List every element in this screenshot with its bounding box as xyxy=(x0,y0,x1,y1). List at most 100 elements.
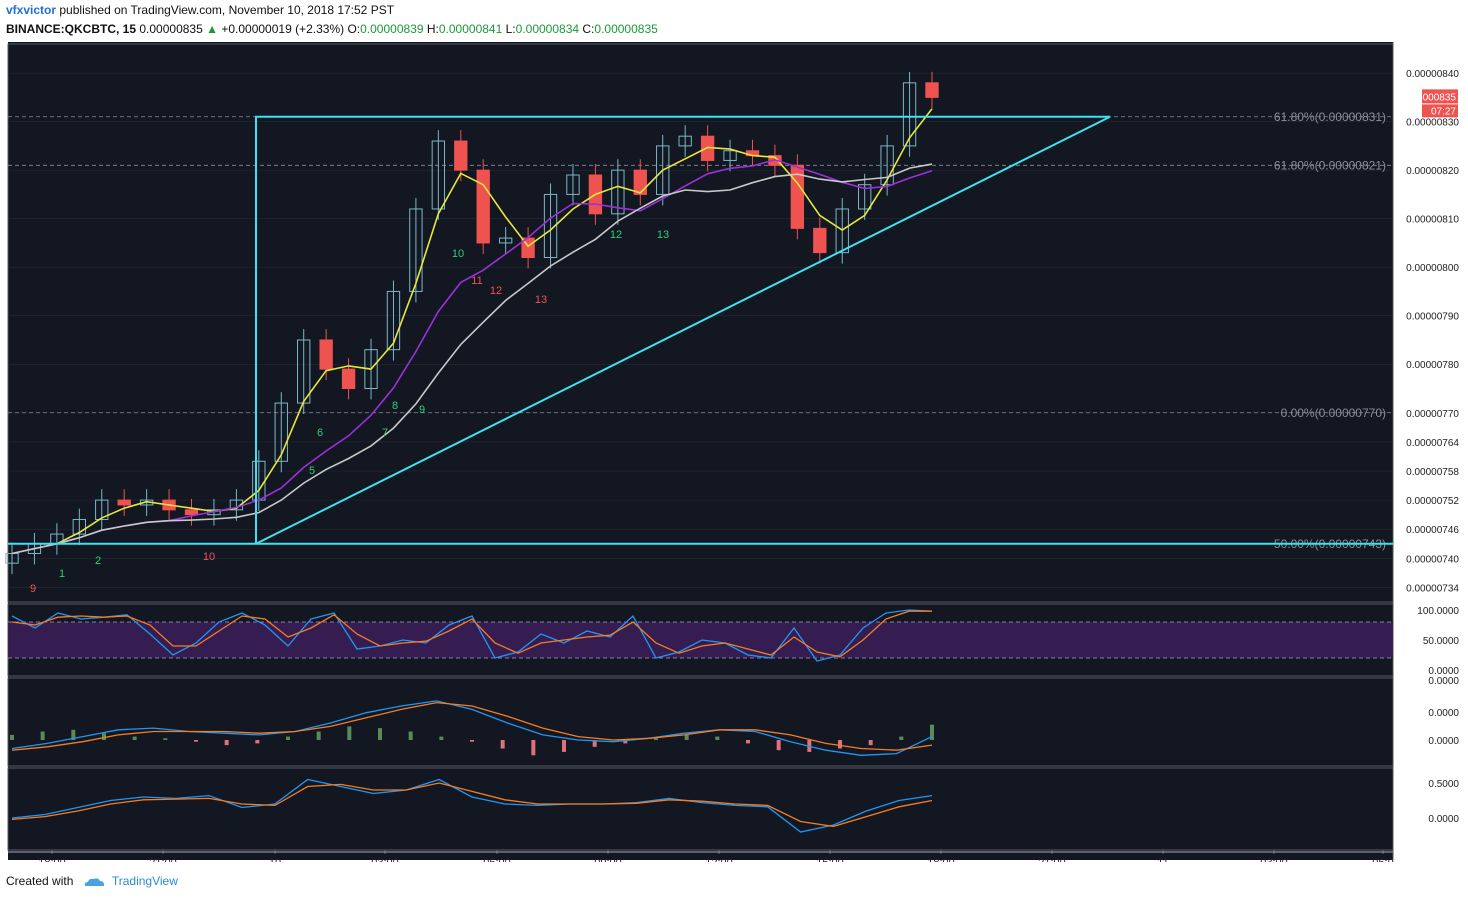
time-tick-label: 06:00 xyxy=(483,857,511,862)
macd-histogram-bar xyxy=(378,728,382,740)
macd-histogram-bar xyxy=(899,736,904,740)
close-label: C: xyxy=(582,22,595,36)
macd-histogram-bar xyxy=(102,733,106,740)
tradingview-link[interactable]: TradingView xyxy=(111,874,178,888)
td-buy-label: 10 xyxy=(452,248,464,260)
price-tick-label: 0.00000780 xyxy=(1406,360,1459,371)
candle-up xyxy=(364,349,378,390)
candle-up xyxy=(543,193,558,258)
last-price-tag-text: 0.00000835 xyxy=(1403,92,1456,103)
countdown-tag xyxy=(1422,104,1458,118)
candle-down xyxy=(454,140,468,171)
published-text: published on TradingView.com, November 1… xyxy=(59,3,395,17)
td-sell-label: 11 xyxy=(471,275,482,287)
low-label: L: xyxy=(505,22,516,36)
price-tick-label: 0.00000734 xyxy=(1406,583,1459,594)
macd-histogram-bar xyxy=(562,740,566,752)
candle-down xyxy=(476,169,490,244)
symbol-info: BINANCE:QKCBTC, 15 0.00000835 ▲ +0.00000… xyxy=(6,22,658,36)
stoch-axis-label: 0.0000 xyxy=(1428,666,1459,677)
price-tick-label: 0.00000790 xyxy=(1406,312,1459,323)
macd-histogram-bar xyxy=(930,724,934,740)
time-tick-label: 18:00 xyxy=(927,857,955,862)
price-tick-label: 0.00000764 xyxy=(1406,438,1459,449)
pane-macd xyxy=(7,677,1394,767)
osc-fast-line xyxy=(11,778,933,833)
td-buy-label: 6 xyxy=(317,427,323,439)
price-tick-label: 0.00000758 xyxy=(1406,467,1459,478)
stoch-k-line xyxy=(11,609,933,662)
candle-up xyxy=(566,174,580,195)
time-tick-label: 21:00 xyxy=(1038,857,1066,862)
candle-up xyxy=(72,519,86,535)
author-link[interactable]: vfxvictor xyxy=(6,3,57,17)
ascending-triangle xyxy=(255,115,1111,545)
candle-down xyxy=(813,227,827,254)
candle-up xyxy=(858,184,872,210)
time-tick-label: 03:00 xyxy=(1260,857,1288,862)
macd-histogram-bar xyxy=(715,736,720,740)
time-tick-label: 09:00 xyxy=(594,857,622,862)
macd-axis-label: 0.0000 xyxy=(1428,736,1459,747)
td-buy-label: 2 xyxy=(95,555,101,567)
macd-histogram-bar xyxy=(439,736,444,740)
candle-up xyxy=(498,237,513,244)
macd-histogram-bar xyxy=(132,736,137,740)
time-tick-label: 10 xyxy=(269,857,281,862)
osc-axis-label: 0.0000 xyxy=(1428,814,1459,825)
time-tick-label: 11 xyxy=(1157,857,1168,862)
symbol-name: BINANCE:QKCBTC, 15 xyxy=(6,22,137,36)
osc-axis-label: 0.5000 xyxy=(1428,779,1459,790)
chart-area[interactable]: 0.00000840 0.00000830 0.00000820 0.00000810… xyxy=(0,42,1468,862)
td-buy-label: 1 xyxy=(59,568,65,580)
td-sell-label: 13 xyxy=(535,294,547,306)
high-label: H: xyxy=(426,22,439,36)
last-price-tag xyxy=(1422,89,1458,104)
td-sell-label: 12 xyxy=(490,285,502,297)
price-tick-label: 0.00000746 xyxy=(1406,525,1459,536)
stoch-band xyxy=(8,622,1393,658)
candle-up xyxy=(880,145,894,186)
countdown-tag-text: 07:27 xyxy=(1431,106,1456,117)
candle-down xyxy=(790,164,805,229)
price-tick-label: 0.00000740 xyxy=(1406,554,1459,565)
time-tick-label: 12:00 xyxy=(705,857,733,862)
tradingview-logo-icon xyxy=(84,878,104,886)
candle-down xyxy=(341,368,356,390)
high-value: 0.00000841 xyxy=(438,22,503,36)
candle-down xyxy=(319,339,333,370)
low-value: 0.00000834 xyxy=(515,22,580,36)
macd-axis-label: 0.0000 xyxy=(1428,676,1459,687)
fib-level-label: 0.00%(0.00000770) xyxy=(1281,406,1386,420)
candle-up xyxy=(723,150,737,161)
price-change: +0.00000019 (+2.33%) xyxy=(221,22,345,36)
macd-histogram-bar xyxy=(623,740,628,744)
candle-up xyxy=(902,82,917,147)
price-tick-label: 0.00000840 xyxy=(1406,69,1459,80)
macd-histogram-bar xyxy=(10,734,14,740)
price-tick-label: 0.00000752 xyxy=(1406,496,1459,507)
fib-level-label: 61.80%(0.00000821) xyxy=(1274,158,1386,172)
candle-up xyxy=(611,169,625,215)
macd-histogram-bar xyxy=(470,740,474,742)
td-buy-label: 5 xyxy=(309,465,315,477)
time-tick-label: 03:00 xyxy=(371,857,399,862)
macd-histogram-bar xyxy=(255,740,260,744)
macd-histogram-bar xyxy=(500,740,505,749)
candle-up xyxy=(386,290,401,351)
price-tick-label: 0.00000810 xyxy=(1406,215,1459,226)
candle-up xyxy=(95,499,109,521)
fib-level-label: 61.80%(0.00000831) xyxy=(1274,110,1386,124)
td-buy-label: 9 xyxy=(419,404,425,416)
candle-down xyxy=(925,82,939,98)
macd-histogram-bar xyxy=(224,740,229,746)
candle-down xyxy=(633,169,647,195)
macd-histogram-bar xyxy=(347,726,352,740)
macd-signal-line xyxy=(11,701,933,751)
td-buy-label: 12 xyxy=(610,229,622,241)
td-sell-label: 10 xyxy=(203,551,215,563)
candle-up xyxy=(656,145,670,195)
macd-histogram-bar xyxy=(194,740,198,742)
candle-up xyxy=(409,208,423,292)
macd-histogram-bar xyxy=(838,740,842,749)
